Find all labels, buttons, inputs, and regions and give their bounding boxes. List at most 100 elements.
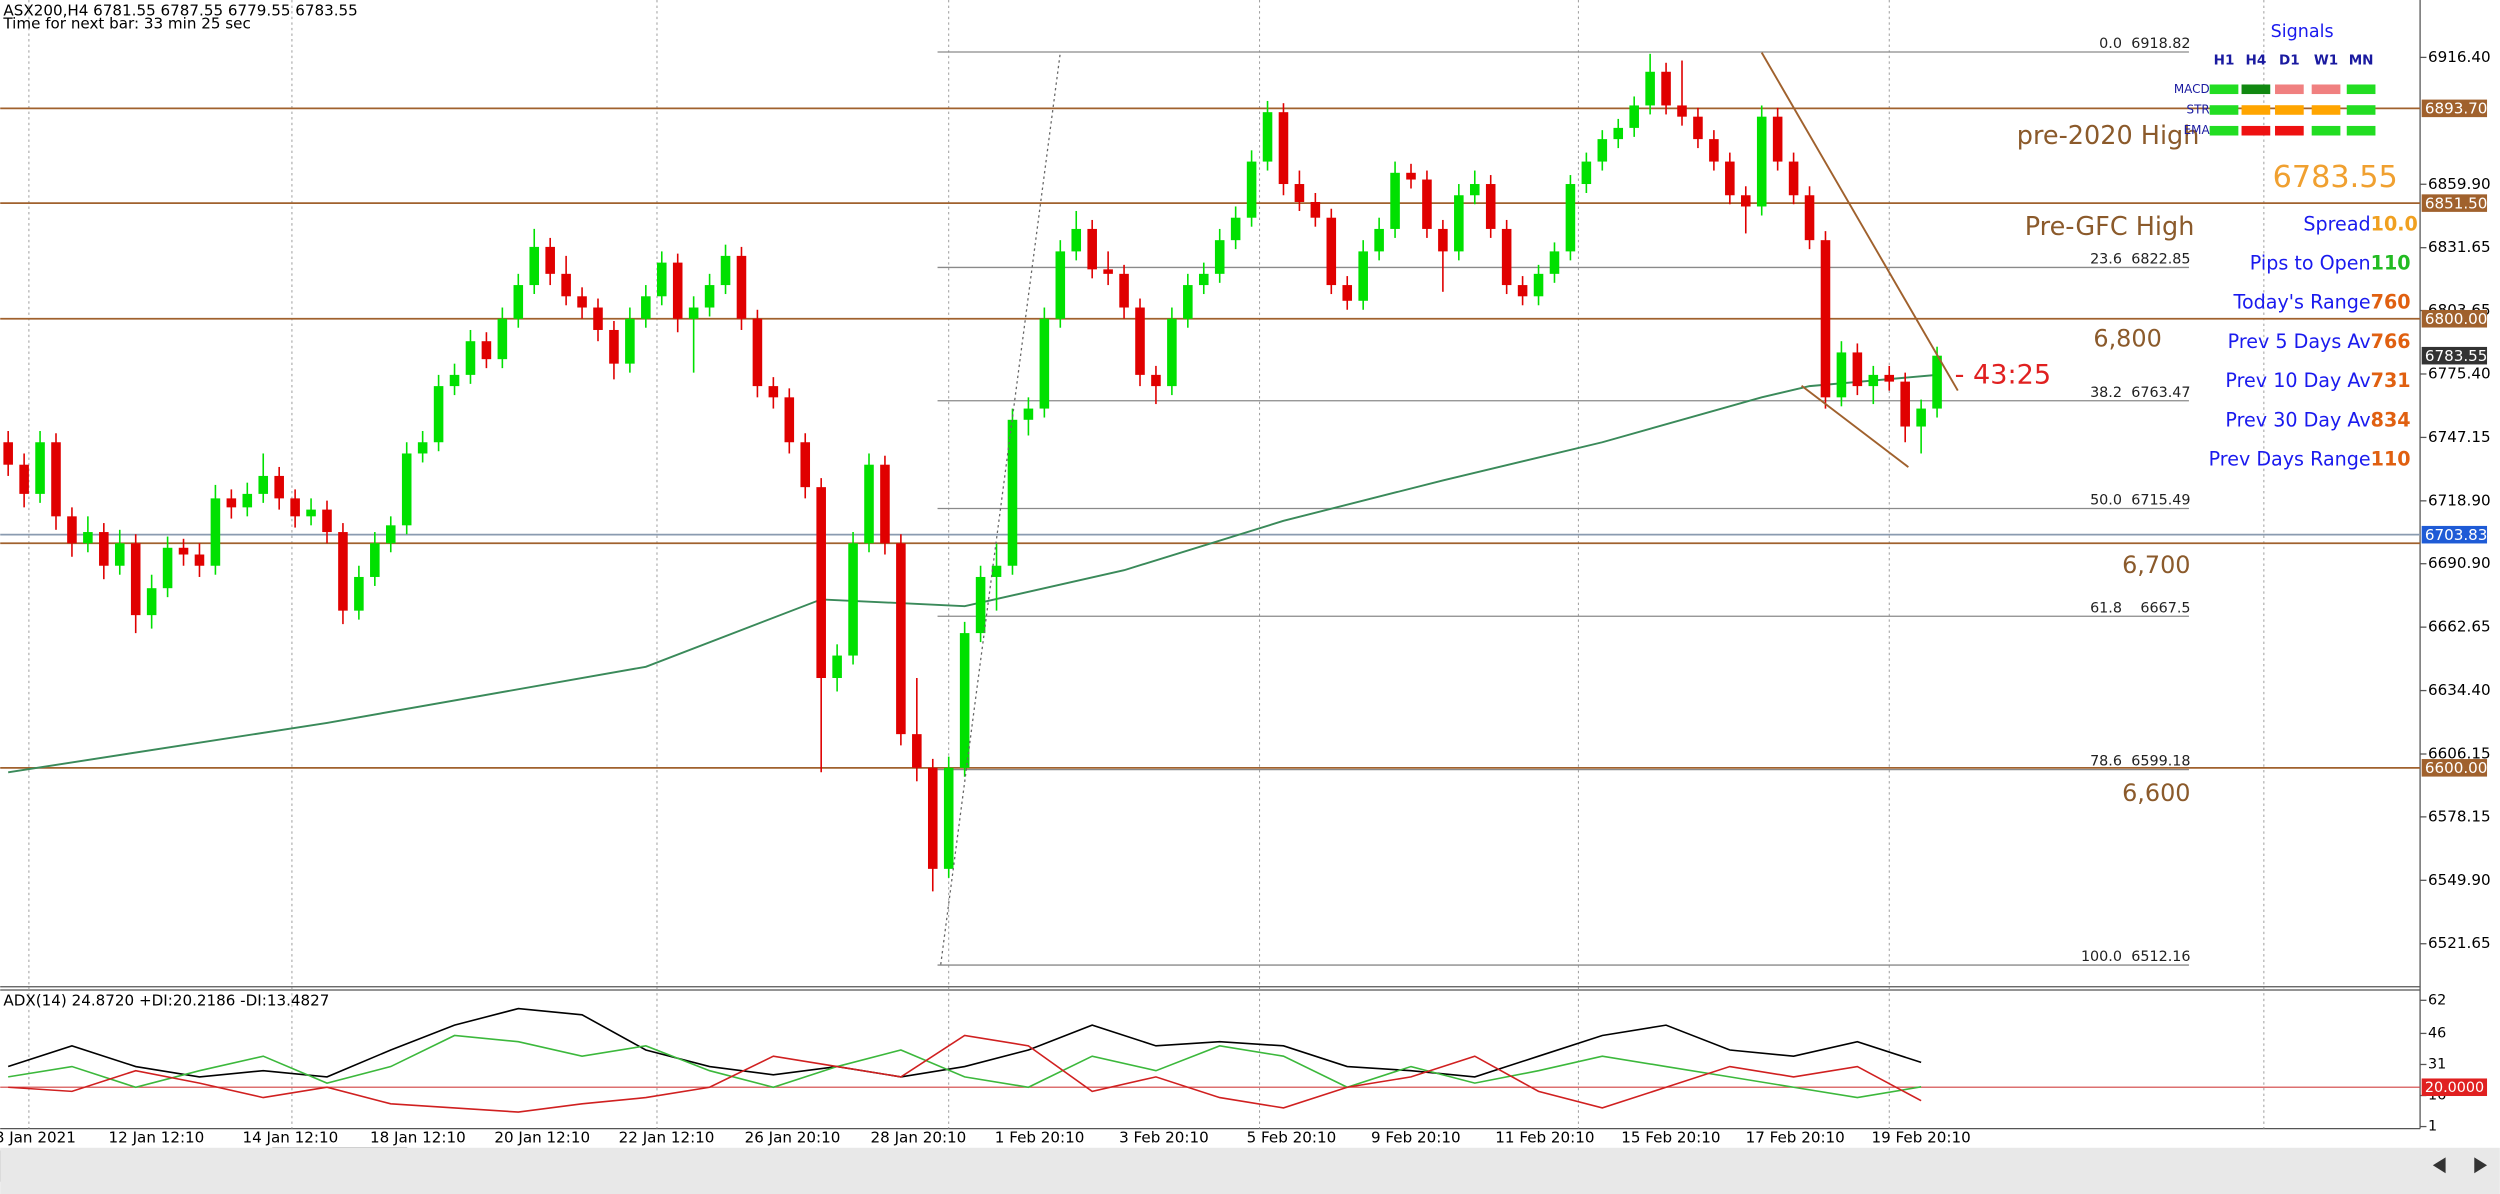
adx-title: ADX(14) 24.8720 +DI:20.2186 -DI:13.4827 xyxy=(3,992,329,1010)
candle-body xyxy=(912,734,922,768)
adx-line xyxy=(8,1034,1922,1099)
x-tick-label: 18 Jan 12:10 xyxy=(370,1129,466,1147)
price-badge xyxy=(2421,309,2488,328)
fib-ratio: 0.0 xyxy=(2099,36,2122,52)
candle-body xyxy=(114,543,125,566)
y-tick-label: 6634.40 xyxy=(2428,681,2491,699)
signal-column: MN xyxy=(2349,53,2374,69)
signal-cell xyxy=(2311,125,2341,136)
candle-body xyxy=(1262,112,1273,162)
trend-line xyxy=(1800,385,1909,468)
candle-body xyxy=(1756,116,1767,207)
signal-cell xyxy=(2311,105,2341,115)
candle-body xyxy=(130,543,141,616)
info-value: 10.0 xyxy=(2371,212,2418,235)
candle-body xyxy=(1581,161,1592,185)
info-label: Prev 30 Day Av xyxy=(2225,408,2370,431)
info-label: Prev 10 Day Av xyxy=(2225,369,2370,392)
candle-body xyxy=(864,464,874,544)
symbol-info: ASX200,H4 6781.55 6787.55 6779.55 6783.5… xyxy=(3,2,357,20)
candle-body xyxy=(385,525,396,544)
x-tick-label: 5 Feb 20:10 xyxy=(1247,1129,1337,1147)
y-tick-label: 6859.90 xyxy=(2428,175,2491,193)
candle-body xyxy=(178,547,189,555)
x-tick-label: 11 Feb 20:10 xyxy=(1495,1129,1594,1147)
y-tick-label: 6549.90 xyxy=(2428,871,2491,889)
candle-body xyxy=(242,493,253,508)
bar-timer: Time for next bar: 33 min 25 sec xyxy=(2,14,250,32)
candle-body xyxy=(226,498,237,508)
adx-y-tick-label: 31 xyxy=(2428,1056,2446,1072)
candle-body xyxy=(1884,374,1895,382)
candle-body xyxy=(1517,285,1528,297)
adx-line xyxy=(7,1007,1922,1078)
candle-body xyxy=(1820,240,1831,398)
scroll-right[interactable] xyxy=(2474,1157,2488,1174)
candle-body xyxy=(1597,139,1608,162)
candle-body xyxy=(609,329,619,364)
y-tick-label: 6831.65 xyxy=(2428,238,2491,256)
adx-line xyxy=(8,1034,1922,1113)
candle-body xyxy=(465,341,476,375)
x-tick-label: 9 Feb 20:10 xyxy=(1371,1129,1461,1147)
candle-body xyxy=(83,532,93,544)
y-tick-label: 6690.90 xyxy=(2428,554,2491,572)
candle-body xyxy=(880,464,890,544)
price-badge-label: 6783.55 xyxy=(2425,347,2488,365)
candle-body xyxy=(1629,105,1639,128)
price-badge xyxy=(2421,759,2488,777)
scroll-left[interactable] xyxy=(2432,1157,2446,1174)
candle-body xyxy=(959,633,970,768)
annotation: Pre-GFC High xyxy=(2025,212,2195,242)
fib-price: 6599.18 xyxy=(2131,754,2190,770)
candle-body xyxy=(1725,161,1735,196)
candle-body xyxy=(752,318,763,387)
candle-body xyxy=(1135,307,1145,375)
info-value: 834 xyxy=(2371,408,2411,431)
price-badge xyxy=(2421,525,2488,544)
candle-body xyxy=(1661,71,1671,106)
candle-body xyxy=(1454,195,1464,252)
signal-cell xyxy=(2346,125,2376,136)
candle-body xyxy=(306,509,316,517)
candle-body xyxy=(1565,184,1576,252)
candle-body xyxy=(1103,269,1113,274)
y-tick-label: 6578.15 xyxy=(2428,807,2491,825)
signal-cell xyxy=(2275,105,2304,115)
fib-price: 6715.49 xyxy=(2131,493,2190,509)
signal-cell xyxy=(2275,125,2304,136)
info-value: 110 xyxy=(2371,448,2411,471)
price-badge xyxy=(2421,194,2488,212)
candle-body xyxy=(1677,105,1687,117)
candle-body xyxy=(688,307,699,319)
candle-body xyxy=(529,246,540,286)
fib-price: 6918.82 xyxy=(2131,36,2190,52)
price-badge-label: 6703.83 xyxy=(2425,526,2488,544)
adx-y-tick-label: 1 xyxy=(2428,1119,2437,1135)
signal-row-label: EMA xyxy=(2184,123,2211,137)
candle-body xyxy=(1374,228,1384,252)
moving-average xyxy=(8,373,1938,774)
fib-price: 6512.16 xyxy=(2131,949,2190,965)
info-label: Prev Days Range xyxy=(2209,448,2371,471)
annotation: 6,600 xyxy=(2122,779,2190,807)
candle-body xyxy=(1868,374,1879,387)
y-tick-label: 6775.40 xyxy=(2428,364,2491,382)
candle-body xyxy=(51,442,61,517)
candle-body xyxy=(1501,228,1512,286)
candle-body xyxy=(1183,285,1193,319)
candle-body xyxy=(19,464,29,494)
fib-price: 6822.85 xyxy=(2131,251,2190,267)
candle-body xyxy=(1836,352,1847,398)
fib-ratio: 100.0 xyxy=(2081,949,2122,965)
info-label: Spread xyxy=(2303,212,2370,235)
candle-body xyxy=(736,255,747,319)
price-badge-label: 6851.50 xyxy=(2425,194,2488,212)
adx-y-tick-label: 62 xyxy=(2428,992,2446,1008)
candle-body xyxy=(1533,273,1544,297)
adx-level-badge xyxy=(2421,1078,2488,1097)
candle-body xyxy=(800,442,811,488)
x-tick-label: 26 Jan 20:10 xyxy=(745,1129,841,1147)
x-tick-label: 28 Jan 20:10 xyxy=(871,1129,967,1147)
